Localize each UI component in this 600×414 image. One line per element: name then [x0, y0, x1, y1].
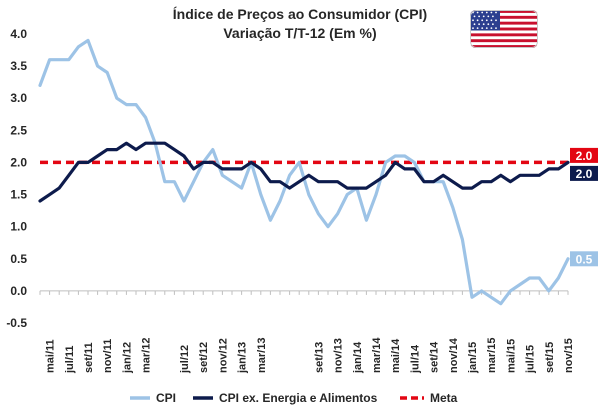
- x-tick-label: nov/14: [448, 337, 460, 373]
- us-flag-icon: [470, 10, 538, 48]
- x-tick-label: mar/14: [371, 337, 383, 373]
- end-label-box: [570, 251, 598, 267]
- axes: 4.0 3.5 3.0 2.5 2.0 1.5 1.0 0.5 0.0 -0.5 mai/11 jul…: [6, 27, 575, 374]
- end-labels: 2.0 2.0 0.5: [570, 147, 598, 267]
- series-line-cpi: [38, 38, 570, 306]
- x-tick-label: mai/11: [45, 339, 57, 373]
- x-tick-label: nov/13: [333, 338, 345, 373]
- y-tick-label: 2.0: [10, 155, 27, 169]
- end-label-text: 2.0: [576, 149, 593, 163]
- x-tick-label: set/13: [313, 342, 325, 373]
- y-tick-label: 3.5: [10, 59, 27, 73]
- end-label-box: [570, 165, 598, 181]
- x-tick-label: jul/15: [525, 345, 537, 374]
- series-lines: [38, 38, 570, 306]
- legend-label-meta: Meta: [430, 391, 458, 405]
- y-tick-label: 4.0: [10, 27, 27, 41]
- y-tick-label: 0.5: [10, 252, 27, 266]
- x-tick-label: jan/15: [467, 342, 479, 374]
- x-tick-label: nov/11: [102, 339, 114, 373]
- legend-label-core: CPI ex. Energia e Alimentos: [219, 391, 378, 405]
- x-tick-label: jul/14: [409, 344, 421, 374]
- x-tick-label: set/11: [83, 342, 95, 373]
- x-tick-label: set/12: [198, 342, 210, 373]
- x-tick-label: mar/13: [256, 338, 268, 373]
- end-label-text: 0.5: [576, 252, 593, 266]
- chart-title-line-2: Variação T/T-12 (Em %): [223, 25, 376, 41]
- x-tick-label: mai/14: [390, 338, 402, 373]
- x-tick-label: jan/12: [121, 342, 133, 374]
- y-tick-label: 1.0: [10, 220, 27, 234]
- x-tick-label: jul/12: [179, 345, 191, 374]
- x-tick-label: mai/15: [505, 339, 517, 373]
- series-line-core: [38, 141, 570, 203]
- x-tick-label: mar/12: [141, 338, 153, 373]
- end-label-text: 2.0: [576, 167, 593, 181]
- x-tick-label: jul/11: [64, 345, 76, 374]
- y-tick-label: 2.5: [10, 123, 27, 137]
- y-tick-label: 3.0: [10, 91, 27, 105]
- legend: CPI CPI ex. Energia e Alimentos Meta: [130, 391, 458, 405]
- end-label-box: [570, 147, 598, 163]
- y-tick-label: 1.5: [10, 188, 27, 202]
- x-tick-label: mar/15: [486, 338, 498, 373]
- y-tick-label: 0.0: [10, 284, 27, 298]
- x-tick-label: nov/12: [217, 338, 229, 373]
- chart-title-line-1: Índice de Preços ao Consumidor (CPI): [173, 6, 427, 22]
- x-tick-label: nov/15: [563, 338, 575, 373]
- y-tick-label: -0.5: [6, 316, 27, 330]
- x-tick-label: jan/13: [237, 342, 249, 374]
- x-tick-label: jan/14: [352, 341, 364, 374]
- x-tick-label: set/15: [544, 342, 556, 373]
- legend-label-cpi: CPI: [156, 391, 176, 405]
- x-tick-label: set/14: [429, 341, 441, 373]
